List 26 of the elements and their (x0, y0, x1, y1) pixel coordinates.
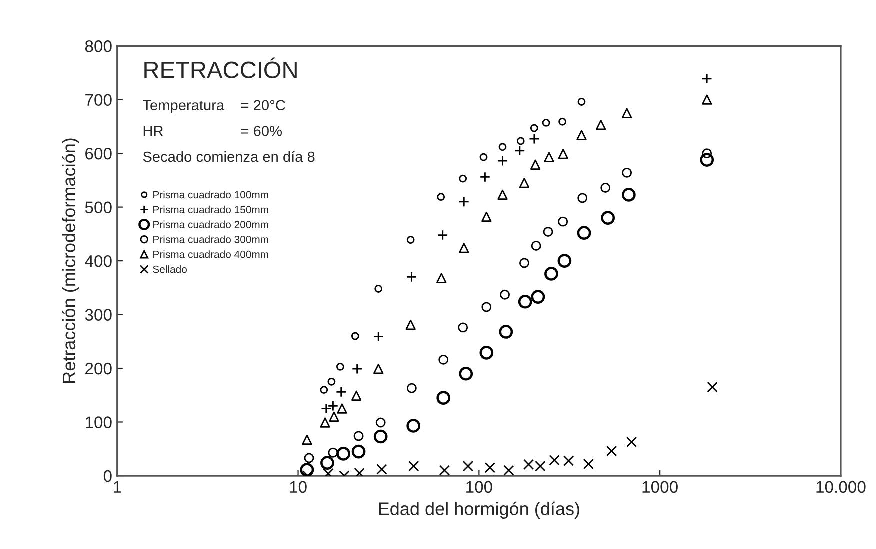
y-tick-label: 400 (85, 255, 112, 268)
x-tick-label: 10 (290, 481, 307, 494)
legend-label: Prisma cuadrado 150mm (154, 206, 268, 214)
legend-label: Prisma cuadrado 200mm (154, 220, 268, 228)
y-axis-title: Retracción (microdeformación) (62, 138, 80, 383)
annotation: Secado comienza en día 8 (143, 151, 315, 162)
y-tick-label: 800 (85, 40, 112, 52)
x-tick-label: 1000 (642, 481, 678, 494)
y-tick-label: 500 (85, 202, 112, 214)
x-tick-label: 1 (114, 481, 122, 493)
x-tick-label: 10.000 (816, 481, 866, 494)
legend-label: Prisma cuadrado 300mm (154, 236, 268, 244)
y-tick-label: 0 (104, 470, 112, 482)
x-axis-title: Edad del hormigón (días) (379, 502, 580, 519)
legend-label: Sellado (153, 266, 187, 274)
legend-label: Prisma cuadrado 400mm (154, 250, 268, 258)
legend-label: Prisma cuadrado 100mm (154, 190, 268, 199)
annotation: Temperatura = 20°C (143, 100, 286, 114)
y-tick-label: 300 (85, 309, 112, 321)
y-tick-label: 700 (86, 94, 112, 106)
y-tick-label: 100 (86, 416, 112, 428)
y-tick-label: 600 (86, 148, 112, 160)
annotation: HR = 60% (144, 126, 282, 136)
y-tick-label: 200 (86, 362, 112, 375)
chart-title: RETRACCIÓN (144, 58, 297, 79)
x-tick-label: 100 (466, 481, 492, 494)
